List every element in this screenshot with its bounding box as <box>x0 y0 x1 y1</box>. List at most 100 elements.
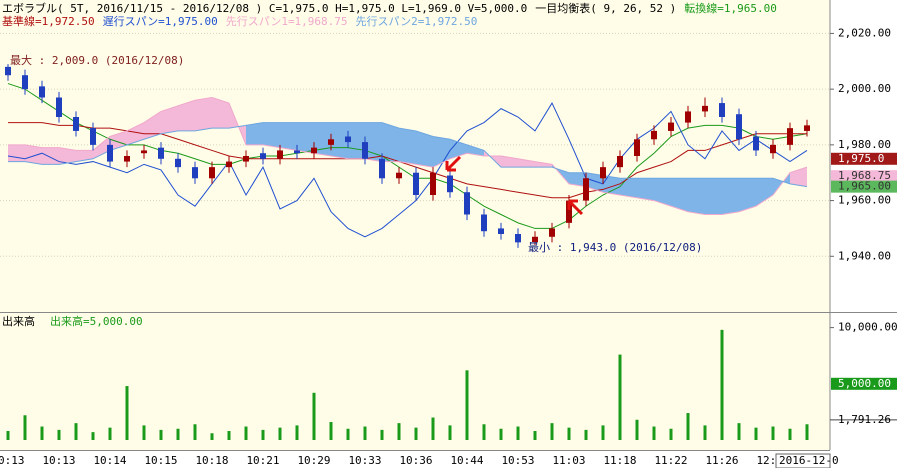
candle-body <box>515 234 521 243</box>
value-tag <box>831 180 897 193</box>
volume-bar <box>227 431 231 440</box>
cloud <box>501 156 518 168</box>
header-text: 基準線=1,972.50 <box>2 14 95 28</box>
candle-body <box>73 117 79 131</box>
volume-bar <box>295 425 299 440</box>
volume-bar <box>329 422 333 440</box>
cloud <box>76 150 93 162</box>
candle-body <box>192 167 198 179</box>
cloud <box>212 97 229 129</box>
candle-body <box>566 200 572 223</box>
cloud <box>110 130 127 151</box>
volume-bar <box>635 419 639 440</box>
header-text: 一目均衡表( 9, 26, 52 ) <box>535 1 676 15</box>
candle-body <box>311 147 317 154</box>
volume-bar <box>346 428 350 440</box>
cloud <box>280 122 297 151</box>
candle-body <box>447 175 453 193</box>
legend-entry: 出来高=5,000.00 <box>50 314 143 328</box>
candle-body <box>345 136 351 143</box>
indicator-line <box>8 122 807 199</box>
y-tick-label: 10,000.00 <box>838 321 897 334</box>
plot-background <box>0 0 830 450</box>
volume-bar <box>363 426 367 440</box>
y-tick-label: 2,020.00 <box>838 26 891 39</box>
value-tag <box>831 170 897 183</box>
date-marker: 2016-12-0 <box>779 454 839 467</box>
indicator-line <box>7 83 808 229</box>
cloud <box>705 178 722 215</box>
volume-bar <box>312 392 316 440</box>
x-tick-label: 10:44 <box>450 454 483 467</box>
x-tick-label: 10:13 <box>0 454 25 467</box>
candle-body <box>90 128 96 145</box>
candle-body <box>651 130 657 140</box>
max-label: 最大 : 2,009.0 (2016/12/08) <box>10 53 184 67</box>
volume-bar <box>686 413 690 440</box>
volume-bar <box>125 386 129 440</box>
candle-body <box>668 122 674 131</box>
candle-body <box>804 125 810 131</box>
cloud <box>195 97 212 131</box>
cloud <box>127 122 144 145</box>
x-tick-label: 10:15 <box>144 454 177 467</box>
candle-body <box>753 136 759 151</box>
x-tick-label: 11:26 <box>705 454 738 467</box>
volume-bar <box>669 428 673 440</box>
indicator-line <box>8 122 808 188</box>
value-tag <box>831 152 897 165</box>
candle-body <box>787 128 793 145</box>
candle-body <box>141 150 147 154</box>
cloud <box>144 111 161 140</box>
indicator-line <box>7 102 808 238</box>
volume-bar <box>244 426 248 440</box>
y-tick-label: 1,960.00 <box>838 194 891 207</box>
candle-body <box>600 167 606 179</box>
min-label: 最小 : 1,943.0 (2016/12/08) <box>528 241 702 254</box>
cloud <box>263 122 280 148</box>
x-tick-label: 11:22 <box>654 454 687 467</box>
candle-body <box>583 178 589 201</box>
candle-body <box>379 158 385 179</box>
cloud <box>416 130 433 168</box>
candle-body <box>719 103 725 117</box>
candle-body <box>243 156 249 162</box>
candle-body <box>226 161 232 168</box>
volume-bar <box>74 423 78 440</box>
cloud <box>93 136 110 159</box>
candle-body <box>736 114 742 140</box>
value-tag <box>831 377 897 390</box>
cloud <box>773 172 790 195</box>
volume-bar <box>380 429 384 440</box>
cloud <box>654 178 671 207</box>
candle-body <box>158 147 164 159</box>
volume-bar <box>142 425 146 440</box>
volume-bar <box>771 426 775 440</box>
candle-body <box>362 142 368 159</box>
cloud <box>382 122 399 162</box>
volume-bar <box>737 423 741 440</box>
volume-bar <box>584 429 588 440</box>
y-tick-label: 2,000.00 <box>838 82 891 95</box>
x-tick-label: 10:21 <box>246 454 279 467</box>
candle-body <box>498 228 504 234</box>
volume-bar <box>210 433 214 440</box>
candle-body <box>481 214 487 232</box>
cloud <box>671 178 688 212</box>
volume-bar <box>533 431 537 440</box>
candle-body <box>464 192 470 215</box>
cloud <box>161 105 178 134</box>
volume-bar <box>550 423 554 440</box>
candle-body <box>39 86 45 98</box>
volume-bar <box>703 425 707 440</box>
volume-bar <box>261 429 265 440</box>
cloud <box>603 175 620 195</box>
y-tick-label: 1,940.00 <box>838 249 891 262</box>
candle-body <box>549 228 555 237</box>
indicator-line <box>8 96 808 215</box>
candle-body <box>617 156 623 168</box>
cloud <box>756 178 773 207</box>
volume-bar <box>618 354 622 440</box>
